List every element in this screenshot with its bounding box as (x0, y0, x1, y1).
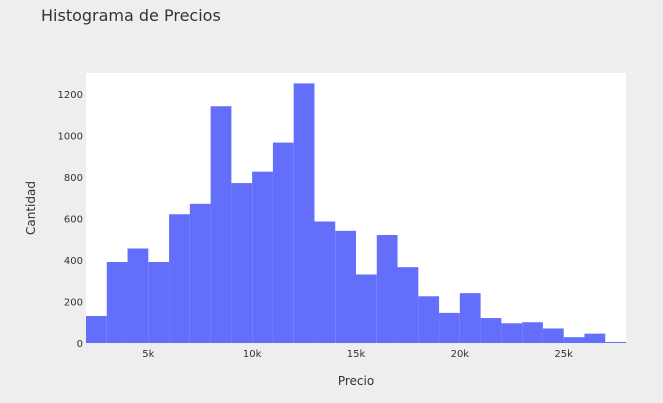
histogram-bar (501, 323, 523, 343)
histogram-bar (397, 267, 419, 343)
x-tick-label: 15k (347, 349, 366, 360)
histogram-bar (272, 142, 294, 343)
y-tick-label: 0 (77, 339, 83, 350)
histogram-bar (189, 203, 211, 343)
y-ticks-group: 0 200 400 600 800 1000 1200 (58, 90, 83, 350)
histogram-bar (542, 328, 564, 343)
y-tick-label: 1000 (58, 131, 83, 142)
histogram-bar (169, 214, 190, 343)
histogram-bar (418, 296, 440, 343)
histogram-bar (376, 235, 398, 343)
x-ticks-group: 5k 10k 15k 20k 25k (142, 349, 573, 360)
histogram-bar (356, 274, 377, 343)
histogram-bar (127, 248, 149, 343)
y-axis-label: Cantidad (24, 181, 38, 235)
y-tick-label: 600 (64, 214, 83, 225)
histogram-bar (522, 322, 543, 343)
histogram-bar (584, 333, 606, 343)
histogram-bar (314, 221, 336, 343)
histogram-bar (480, 318, 502, 343)
y-tick-label: 800 (64, 173, 83, 184)
x-tick-label: 25k (554, 349, 573, 360)
histogram-bar (231, 183, 253, 343)
chart-title: Histograma de Precios (41, 6, 221, 25)
histogram-bar (210, 106, 232, 343)
x-tick-label: 5k (142, 349, 154, 360)
y-tick-label: 400 (64, 256, 83, 267)
histogram-bar (86, 316, 107, 343)
histogram-bar (293, 83, 315, 343)
x-tick-label: 20k (451, 349, 470, 360)
histogram-bar (459, 293, 481, 343)
histogram-bar (335, 230, 356, 343)
histogram-bar (439, 312, 460, 343)
bars-group (86, 83, 626, 343)
y-tick-label: 1200 (58, 90, 83, 101)
histogram-bar (252, 171, 273, 343)
histogram-bar (148, 262, 170, 343)
histogram-bar (605, 341, 626, 343)
histogram-bar (563, 337, 585, 343)
x-axis-label: Precio (338, 374, 374, 388)
x-tick-label: 10k (243, 349, 262, 360)
y-tick-label: 200 (64, 297, 83, 308)
histogram-bar (106, 262, 128, 343)
